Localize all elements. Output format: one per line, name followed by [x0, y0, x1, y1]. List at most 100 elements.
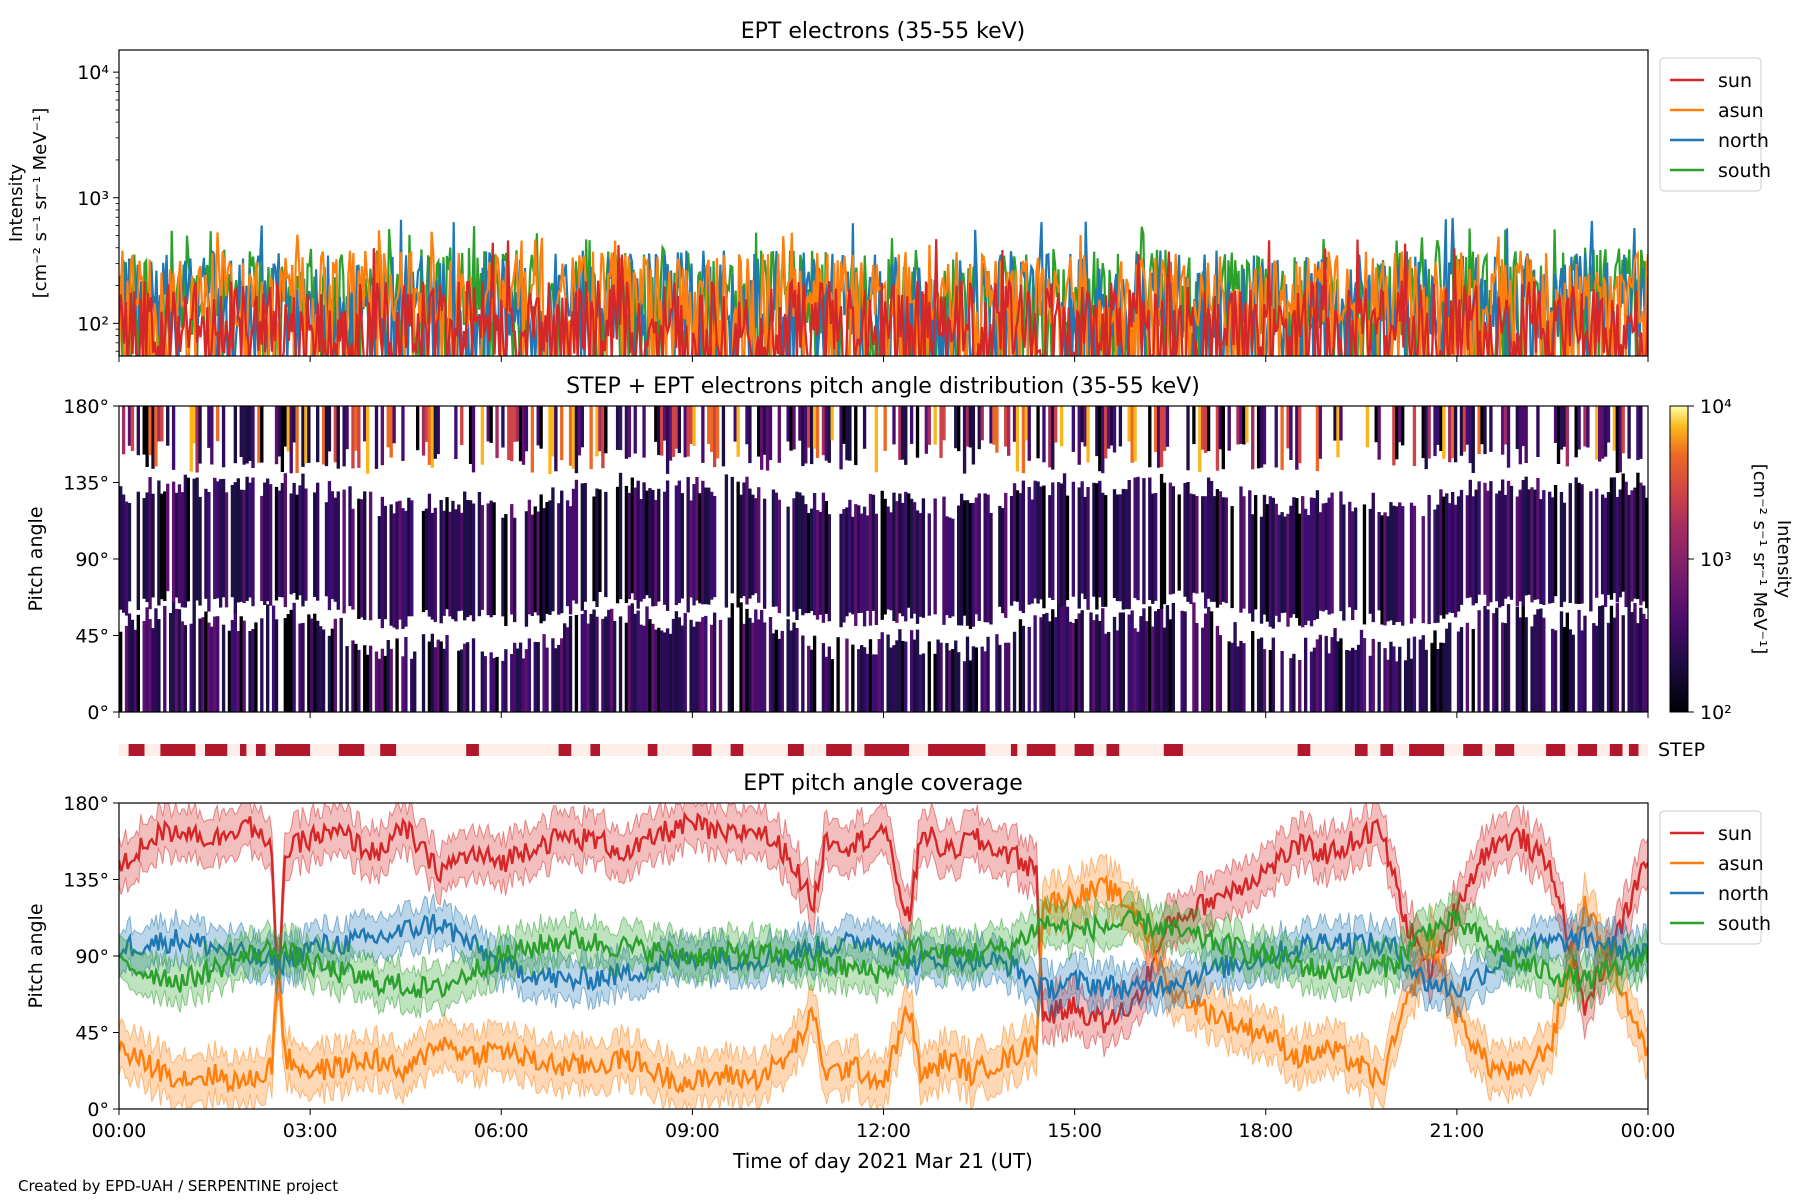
heatmap-cell — [780, 630, 784, 712]
heatmap-cell — [968, 406, 973, 448]
heatmap-cell — [1101, 492, 1105, 607]
heatmap-cell — [845, 406, 849, 461]
heatmap-cell — [568, 406, 573, 466]
heatmap-cell — [1253, 495, 1258, 610]
heatmap-cell — [304, 406, 308, 463]
heatmap-cell — [1295, 498, 1299, 619]
heatmap-cell — [1386, 659, 1390, 712]
legend-label-north: north — [1718, 883, 1769, 905]
heatmap-cell — [912, 502, 917, 614]
heatmap-cell — [1553, 406, 1558, 443]
heatmap-cell — [383, 655, 387, 712]
heatmap-cell — [213, 616, 217, 712]
heatmap-cell — [739, 494, 743, 599]
heatmap-cell — [468, 406, 473, 464]
heatmap-cell — [1183, 483, 1187, 597]
heatmap-cell — [1603, 406, 1608, 457]
step-bar — [1628, 744, 1639, 756]
xtick-label: 18:00 — [1238, 1120, 1293, 1142]
heatmap-cell — [692, 626, 696, 712]
heatmap-cell — [1262, 649, 1267, 712]
heatmap-cell — [874, 406, 879, 473]
heatmap-cell — [1595, 625, 1599, 712]
ytick-label: 45° — [75, 626, 109, 648]
heatmap-cell — [427, 641, 432, 712]
heatmap-cell — [513, 642, 517, 712]
heatmap-cell — [1095, 483, 1099, 610]
heatmap-cell — [521, 658, 526, 712]
heatmap-cell — [486, 406, 490, 442]
heatmap-cell — [1615, 603, 1619, 712]
heatmap-cell — [898, 629, 902, 712]
step-bar — [1577, 744, 1597, 756]
heatmap-cell — [1565, 406, 1570, 467]
heatmap-cell — [260, 406, 264, 463]
heatmap-cell — [1518, 406, 1522, 465]
heatmap-cell — [1218, 406, 1223, 450]
heatmap-cell — [465, 642, 470, 712]
ytick-label: 10² — [77, 313, 109, 335]
heatmap-cell — [945, 643, 949, 712]
heatmap-cell — [330, 628, 335, 712]
heatmap-cell — [148, 619, 152, 712]
heatmap-cell — [280, 483, 285, 598]
heatmap-cell — [501, 517, 505, 617]
heatmap-cell — [821, 643, 826, 712]
step-bar — [380, 744, 397, 756]
heatmap-cell — [183, 625, 188, 712]
panel2-title: STEP + EPT electrons pitch angle distrib… — [566, 374, 1200, 399]
heatmap-cell — [1259, 637, 1264, 712]
heatmap-cell — [439, 500, 443, 624]
heatmap-cell — [1459, 627, 1464, 712]
heatmap-cell — [827, 406, 831, 463]
heatmap-cell — [624, 406, 629, 459]
heatmap-cell — [142, 621, 146, 712]
heatmap-cell — [277, 490, 282, 597]
heatmap-cell — [1448, 622, 1452, 712]
heatmap-cell — [236, 478, 240, 603]
heatmap-cell — [1356, 644, 1361, 712]
heatmap-cell — [163, 605, 167, 712]
heatmap-cell — [248, 482, 252, 598]
heatmap-cell — [1533, 489, 1537, 600]
step-bar — [1163, 744, 1183, 756]
heatmap-cell — [1595, 488, 1599, 598]
heatmap-cell — [527, 638, 532, 712]
heatmap-cell — [1171, 486, 1175, 594]
heatmap-cell — [739, 602, 743, 712]
heatmap-cell — [1112, 616, 1117, 712]
heatmap-cell — [489, 406, 493, 443]
heatmap-cell — [892, 406, 896, 445]
heatmap-cell — [648, 619, 652, 712]
heatmap-cell — [374, 406, 379, 469]
heatmap-cell — [1136, 476, 1140, 601]
heatmap-cell — [862, 406, 867, 449]
heatmap-cell — [1106, 631, 1111, 712]
heatmap-cell — [818, 511, 823, 615]
panel-ept-intensity: EPT electrons (35-55 keV) 10² 10³ 10⁴ Inte… — [6, 19, 1771, 362]
heatmap-cell — [1104, 495, 1108, 607]
heatmap-cell — [904, 406, 908, 465]
heatmap-cell — [439, 641, 443, 712]
heatmap-cell — [1489, 406, 1493, 452]
heatmap-cell — [592, 496, 596, 602]
heatmap-cell — [1580, 630, 1584, 712]
heatmap-cell — [239, 406, 243, 457]
heatmap-cell — [1442, 496, 1446, 619]
heatmap-cell — [489, 500, 493, 618]
heatmap-cell — [677, 480, 682, 603]
heatmap-cell — [166, 483, 170, 592]
heatmap-cell — [1127, 614, 1131, 712]
heatmap-cell — [604, 491, 608, 598]
heatmap-cell — [677, 406, 682, 454]
heatmap-cell — [133, 629, 138, 712]
heatmap-cell — [1189, 493, 1193, 605]
heatmap-cell — [1080, 406, 1084, 443]
heatmap-cell — [348, 486, 352, 607]
heatmap-cell — [480, 505, 485, 610]
heatmap-cell — [277, 406, 282, 457]
heatmap-cell — [119, 486, 123, 610]
heatmap-cell — [1592, 623, 1596, 712]
heatmap-cell — [1542, 490, 1546, 605]
